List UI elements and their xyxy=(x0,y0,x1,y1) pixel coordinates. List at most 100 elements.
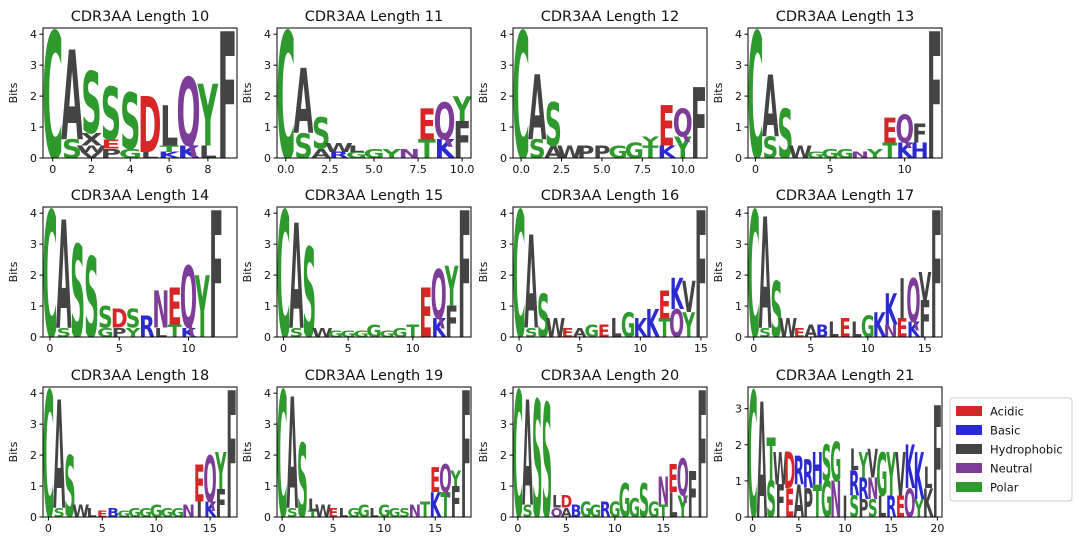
logo-letter: G xyxy=(621,307,636,346)
logo-letter: G xyxy=(580,498,592,523)
logo-letter: G xyxy=(590,502,602,522)
logo-letter: K xyxy=(896,139,914,164)
y-tick-label: 1 xyxy=(500,300,507,313)
logo-letter: E xyxy=(418,101,436,151)
x-tick-label: 10 xyxy=(149,522,163,535)
logo-letter: Q xyxy=(176,60,200,168)
logo-letter: N xyxy=(851,150,869,160)
logo-letter: A xyxy=(61,26,83,169)
x-tick-label: 0.0 xyxy=(277,163,295,176)
logo-letter: L xyxy=(160,95,178,159)
x-tick-label: 0 xyxy=(752,163,759,176)
logo-letter: Y xyxy=(195,259,210,358)
logo-letter: P xyxy=(803,481,813,527)
logo-letter: Q xyxy=(904,481,915,527)
y-axis-label: Bits xyxy=(7,82,20,103)
logo-letter: S xyxy=(303,222,317,366)
logo-letter: F xyxy=(458,177,471,379)
y-axis-label: Bits xyxy=(712,441,725,462)
logo-letter: G xyxy=(821,471,832,530)
logo-letter: L xyxy=(339,506,349,521)
logo-letter: Y xyxy=(215,442,227,501)
y-tick-label: 0 xyxy=(500,511,507,524)
logo-letter: L xyxy=(199,143,217,163)
y-axis-label: Bits xyxy=(477,441,490,462)
x-tick-label: 5.0 xyxy=(365,163,383,176)
logo-letter: L xyxy=(878,491,887,524)
logo-letter: S xyxy=(70,220,85,368)
logo-letter: E xyxy=(598,322,610,342)
legend-swatch xyxy=(956,463,982,473)
y-tick-label: 0 xyxy=(735,331,742,344)
logo-letter: Y xyxy=(197,66,218,165)
y-tick-label: 4 xyxy=(30,387,37,400)
logo-letter: D xyxy=(784,442,795,501)
y-tick-label: 0 xyxy=(500,152,507,165)
legend: Acidic Basic Hydrophobic Neutral Polar xyxy=(949,397,1073,502)
logo-letter: A xyxy=(524,211,538,358)
logo-letter: S xyxy=(849,491,859,524)
x-tick-label: 10 xyxy=(633,342,647,355)
logo-letter: B xyxy=(571,502,582,522)
logo-letter: A xyxy=(757,372,767,545)
logo-letter: F xyxy=(776,475,785,528)
logo-letter: T xyxy=(159,144,179,154)
x-tick-label: 20 xyxy=(930,522,944,535)
logo-letter: G xyxy=(861,310,875,345)
logo-letter: K xyxy=(429,487,442,526)
x-tick-label: 10 xyxy=(406,342,420,355)
x-tick-label: 5 xyxy=(116,342,123,355)
y-axis-label: Bits xyxy=(241,261,254,282)
panel-title: CDR3AA Length 10 xyxy=(71,9,210,25)
logo-letter: E xyxy=(562,325,574,340)
logo-letter: Y xyxy=(641,134,660,149)
y-tick-label: 0 xyxy=(735,511,742,524)
y-tick-label: 2 xyxy=(30,269,37,282)
logo-letter: C xyxy=(42,0,63,200)
logo-letter: S xyxy=(294,128,313,167)
y-tick-label: 0 xyxy=(500,331,507,344)
logo-letter: A xyxy=(311,146,331,161)
y-tick-label: 3 xyxy=(264,59,271,72)
x-tick-label: 0 xyxy=(280,342,287,355)
logo-letter: L xyxy=(552,493,561,513)
logo-letter: S xyxy=(84,234,99,363)
logo-letter: A xyxy=(573,325,587,340)
logo-letter: T xyxy=(882,139,897,164)
logo-letter: G xyxy=(830,431,841,494)
logo-letter: S xyxy=(763,132,779,166)
logo-letter: L xyxy=(610,315,621,344)
logo-letter: E xyxy=(896,315,907,345)
logo-letter: S xyxy=(532,368,542,545)
logo-letter: G xyxy=(366,322,381,342)
logo-letter: A xyxy=(289,196,304,363)
logo-letter: G xyxy=(139,506,152,520)
logo-letter: A xyxy=(294,52,314,155)
logo-letter: E xyxy=(882,112,897,151)
logo-letter: Q xyxy=(434,93,456,152)
logo-letter: C xyxy=(747,0,763,200)
y-tick-label: 1 xyxy=(30,300,37,313)
x-tick-label: 10 xyxy=(182,342,196,355)
logo-letter: T xyxy=(659,502,669,522)
x-tick-label: 0 xyxy=(749,522,756,535)
logo-letter: T xyxy=(420,498,431,522)
logo-letter: W xyxy=(312,325,333,340)
logo-letter: E xyxy=(430,462,440,501)
logo-letter: C xyxy=(748,177,760,380)
logo-letter: W xyxy=(315,501,332,521)
legend-label: Neutral xyxy=(990,462,1032,476)
logo-letter: P xyxy=(101,147,122,161)
x-tick-label: 15 xyxy=(656,522,670,535)
x-tick-label: 5 xyxy=(99,522,106,535)
logo-letter: B xyxy=(107,506,119,520)
logo-letter: G xyxy=(625,139,644,164)
logo-letter: S xyxy=(766,471,776,530)
logo-letter: F xyxy=(933,375,942,545)
logo-letter: S xyxy=(868,495,878,524)
